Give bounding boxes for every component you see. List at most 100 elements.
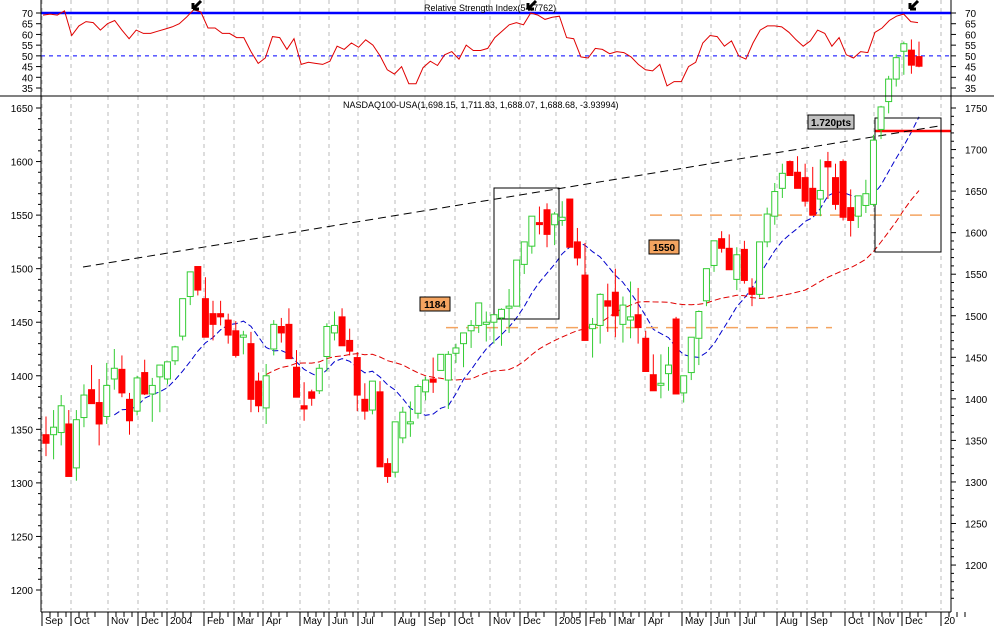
candle-body (118, 368, 126, 394)
right-tick-label: 1350 (965, 436, 988, 447)
label-1184: 1184 (424, 300, 446, 311)
candle-body (338, 316, 346, 347)
candle-body (513, 259, 521, 307)
left-tick-label: 1600 (11, 158, 34, 169)
candle-body (346, 339, 354, 352)
left-tick-label: 1350 (11, 425, 34, 436)
rsi-tick-label: 70 (965, 9, 977, 20)
rsi-title: Relative Strength Index(54.7762) (424, 3, 556, 13)
x-tick-label: Oct (74, 616, 90, 626)
candle-body (581, 274, 589, 341)
candle-body (467, 324, 475, 332)
candle-body (907, 49, 915, 66)
candle-body (771, 191, 779, 217)
candle-body (50, 426, 58, 436)
candle-body (589, 323, 597, 330)
left-tick-label: 1250 (11, 532, 34, 543)
candle-body (801, 177, 809, 202)
candle-body (171, 346, 179, 362)
candle-body (293, 366, 301, 398)
x-tick-label: Sep (45, 616, 63, 626)
candle-body (361, 398, 369, 412)
candle-body (399, 411, 407, 439)
candle-body (725, 247, 733, 271)
candle-body (763, 213, 771, 243)
candle-body (217, 313, 225, 318)
candle-body (422, 379, 430, 393)
candle-body (437, 353, 445, 371)
candle-body (839, 161, 847, 218)
candle-body (482, 321, 490, 325)
candle-body (133, 377, 141, 412)
x-tick-label: Oct (848, 616, 864, 626)
candle-body (869, 139, 877, 205)
right-tick-label: 1550 (965, 270, 988, 281)
candle-body (194, 266, 202, 291)
candle-body (95, 402, 103, 425)
candle-body (649, 374, 657, 392)
candle-body (497, 308, 505, 319)
x-tick-label: 2004 (170, 616, 193, 626)
x-tick-label: Jun (714, 616, 730, 626)
candle-body (619, 304, 627, 325)
candle-body (710, 240, 718, 266)
candle-body (444, 353, 452, 381)
candle-body (672, 318, 680, 395)
price-panel: 1184 1550 1.720pts (42, 39, 951, 483)
candle-body (239, 334, 247, 338)
candle-body (756, 241, 764, 295)
candle-body (809, 187, 817, 216)
candle-body (695, 311, 703, 339)
trendline (82, 125, 940, 268)
right-tick-label: 1300 (965, 478, 988, 489)
candle-body (794, 171, 802, 189)
candle-body (247, 343, 255, 400)
candle-body (573, 241, 581, 259)
candle-body (277, 326, 285, 334)
candle-body (687, 336, 695, 374)
price-title: NASDAQ100-USA(1,698.15, 1,711.83, 1,688.… (343, 100, 619, 110)
right-tick-label: 1600 (965, 229, 988, 240)
candle-body (733, 254, 741, 280)
left-tick-label: 1400 (11, 372, 34, 383)
right-tick-label: 1500 (965, 312, 988, 323)
candle-body (126, 398, 134, 422)
candle-body (862, 193, 870, 206)
x-tick-label: Oct (458, 616, 474, 626)
right-tick-label: 1700 (965, 146, 988, 157)
candle-body (475, 302, 483, 326)
left-tick-label: 1650 (11, 104, 34, 115)
candle-body (201, 298, 209, 338)
candle-body (702, 268, 710, 302)
candle-body (179, 298, 187, 337)
x-tick-label: 2005 (559, 616, 582, 626)
candle-body (718, 238, 726, 249)
x-tick-label: Aug (780, 616, 798, 626)
candle-body (270, 323, 278, 350)
candle-body (460, 332, 468, 345)
candle-body (72, 419, 80, 469)
candle-body (414, 385, 422, 414)
candle-body (429, 378, 437, 383)
candle-body (566, 198, 574, 248)
x-tick-label: May (685, 616, 704, 626)
candle-body (657, 382, 665, 386)
x-tick-label: Jul (361, 616, 374, 626)
label-1720pts-box (807, 114, 855, 130)
rsi-tick-label: 40 (22, 73, 34, 84)
candle-body (232, 330, 240, 356)
rsi-tick-label: 45 (965, 63, 977, 74)
rsi-line (42, 9, 919, 87)
candle-body (634, 314, 642, 329)
candle-body (596, 293, 604, 326)
vertical-gridlines (41, 0, 942, 610)
right-tick-label: 1250 (965, 520, 988, 531)
candle-body (285, 323, 293, 360)
candle-body (57, 405, 65, 434)
candle-body (490, 314, 498, 323)
right-tick-label: 1450 (965, 353, 988, 364)
right-tick-label: 1400 (965, 395, 988, 406)
candle-body (308, 391, 316, 399)
